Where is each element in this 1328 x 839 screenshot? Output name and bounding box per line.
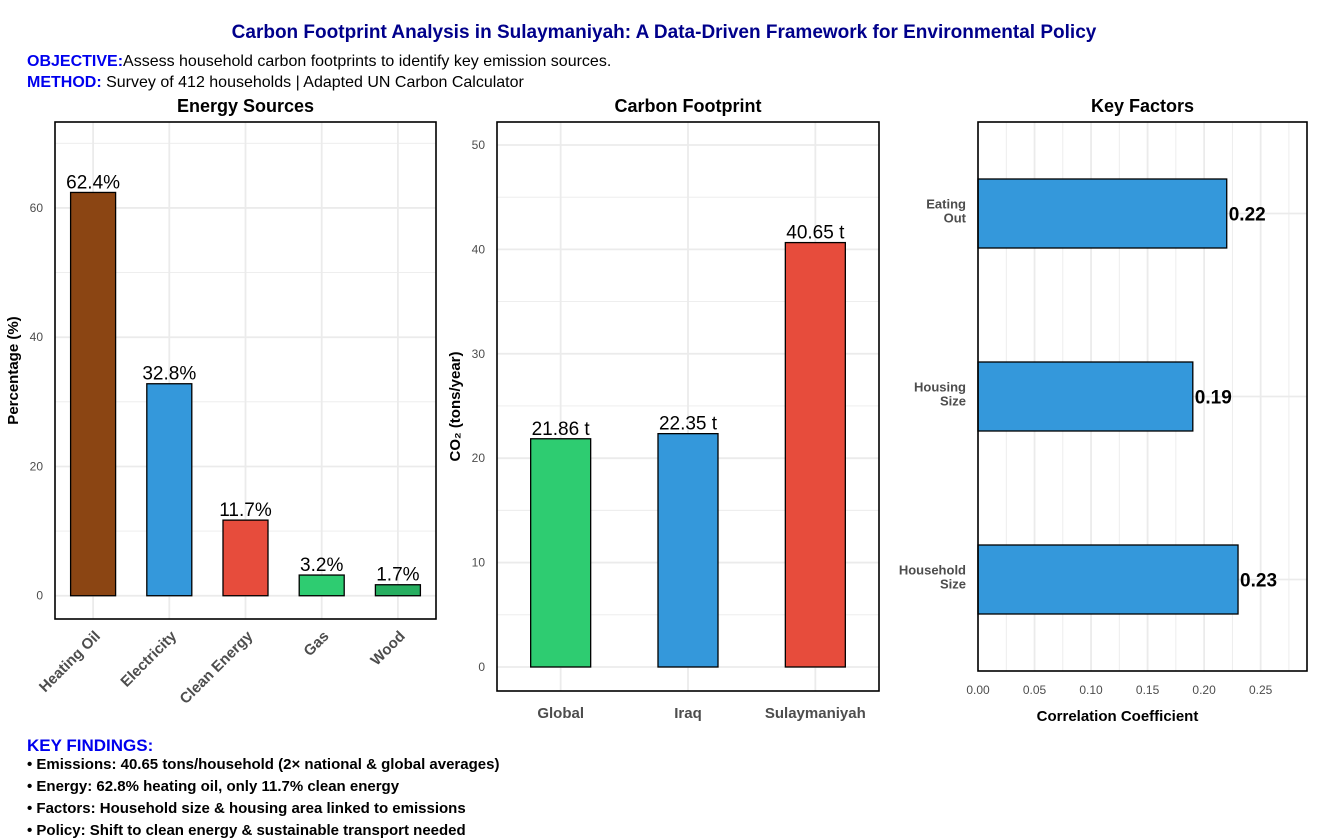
data-label: 1.7% — [376, 565, 419, 586]
y-axis-label: Percentage (%) — [5, 316, 22, 424]
objective-text: Assess household carbon footprints to id… — [123, 53, 612, 70]
data-label: 62.4% — [66, 172, 120, 193]
x-tick-label: Clean Energy — [177, 627, 257, 707]
bar-wood — [374, 584, 422, 597]
data-label: 22.35 t — [659, 414, 718, 435]
x-tick-label: Sulaymaniyah — [765, 705, 866, 722]
x-axis-label: Correlation Coefficient — [1037, 708, 1199, 725]
bar-housing-size — [977, 361, 1194, 432]
x-tick-label: Wood — [367, 628, 408, 669]
x-tick-label: 0.15 — [1136, 683, 1160, 697]
y-tick-label: Size — [940, 394, 966, 409]
x-tick-label: Iraq — [674, 705, 702, 722]
x-tick-label: Global — [537, 705, 584, 722]
y-tick-label: 0 — [478, 660, 485, 674]
x-tick-label: 0.00 — [966, 683, 990, 697]
method-label: METHOD: — [27, 74, 102, 91]
y-tick-label: Housing — [914, 380, 966, 395]
data-label: 21.86 t — [532, 419, 591, 440]
x-tick-label: 0.10 — [1079, 683, 1103, 697]
x-tick-label: Electricity — [117, 627, 180, 690]
figure-title: Carbon Footprint Analysis in Sulaymaniya… — [231, 22, 1097, 43]
panel-border — [977, 121, 1308, 672]
objective-label: OBJECTIVE: — [27, 53, 124, 70]
bar-eating-out — [977, 178, 1228, 249]
x-tick-label: 0.20 — [1192, 683, 1216, 697]
x-tick-label: 0.05 — [1023, 683, 1047, 697]
bar-heating-oil — [69, 191, 117, 597]
panel-border — [54, 121, 437, 620]
y-tick-label: 30 — [472, 347, 486, 361]
data-label: 32.8% — [142, 364, 196, 385]
y-tick-label: 20 — [30, 459, 44, 473]
y-axis-label: CO₂ (tons/year) — [447, 351, 464, 461]
y-tick-label: 50 — [472, 138, 486, 152]
y-tick-label: Eating — [926, 197, 966, 212]
key-findings-label: KEY FINDINGS: — [27, 736, 154, 755]
bar-global — [530, 438, 592, 668]
data-label: 40.65 t — [786, 223, 845, 244]
y-tick-label: 20 — [472, 451, 486, 465]
x-tick-label: Gas — [300, 628, 332, 660]
y-tick-label: 60 — [30, 201, 44, 215]
data-label: 11.7% — [219, 500, 272, 521]
y-tick-label: Household — [899, 563, 966, 578]
y-tick-label: 40 — [472, 242, 486, 256]
data-label: 0.23 — [1240, 571, 1277, 592]
panel-title: Energy Sources — [177, 96, 314, 116]
method-line: METHOD: Survey of 412 households | Adapt… — [27, 74, 524, 92]
bar-iraq — [657, 432, 719, 668]
data-label: 0.22 — [1229, 205, 1266, 226]
data-label: 0.19 — [1195, 388, 1232, 409]
y-tick-label: Size — [940, 577, 966, 592]
key-finding-1: • Emissions: 40.65 tons/household (2× na… — [27, 756, 500, 773]
y-tick-label: Out — [944, 211, 967, 226]
panel-title: Carbon Footprint — [615, 96, 762, 116]
bar-sulaymaniyah — [784, 241, 846, 668]
key-finding-4: • Policy: Shift to clean energy & sustai… — [27, 822, 466, 839]
y-tick-label: 0 — [36, 589, 43, 603]
y-tick-label: 40 — [30, 330, 44, 344]
bar-household-size — [977, 544, 1239, 615]
bar-clean-energy — [222, 519, 269, 597]
panel-border — [496, 121, 880, 692]
bar-gas — [298, 574, 345, 597]
bar-electricity — [146, 383, 193, 597]
x-tick-label: Heating Oil — [36, 628, 104, 696]
y-tick-label: 10 — [472, 556, 486, 570]
data-label: 3.2% — [300, 555, 343, 576]
key-finding-3: • Factors: Household size & housing area… — [27, 800, 466, 817]
key-finding-2: • Energy: 62.8% heating oil, only 11.7% … — [27, 778, 400, 795]
x-tick-label: 0.25 — [1249, 683, 1273, 697]
panel-title: Key Factors — [1091, 96, 1194, 116]
objective-line: OBJECTIVE:Assess household carbon footpr… — [27, 53, 611, 71]
method-text: Survey of 412 households | Adapted UN Ca… — [106, 74, 524, 91]
